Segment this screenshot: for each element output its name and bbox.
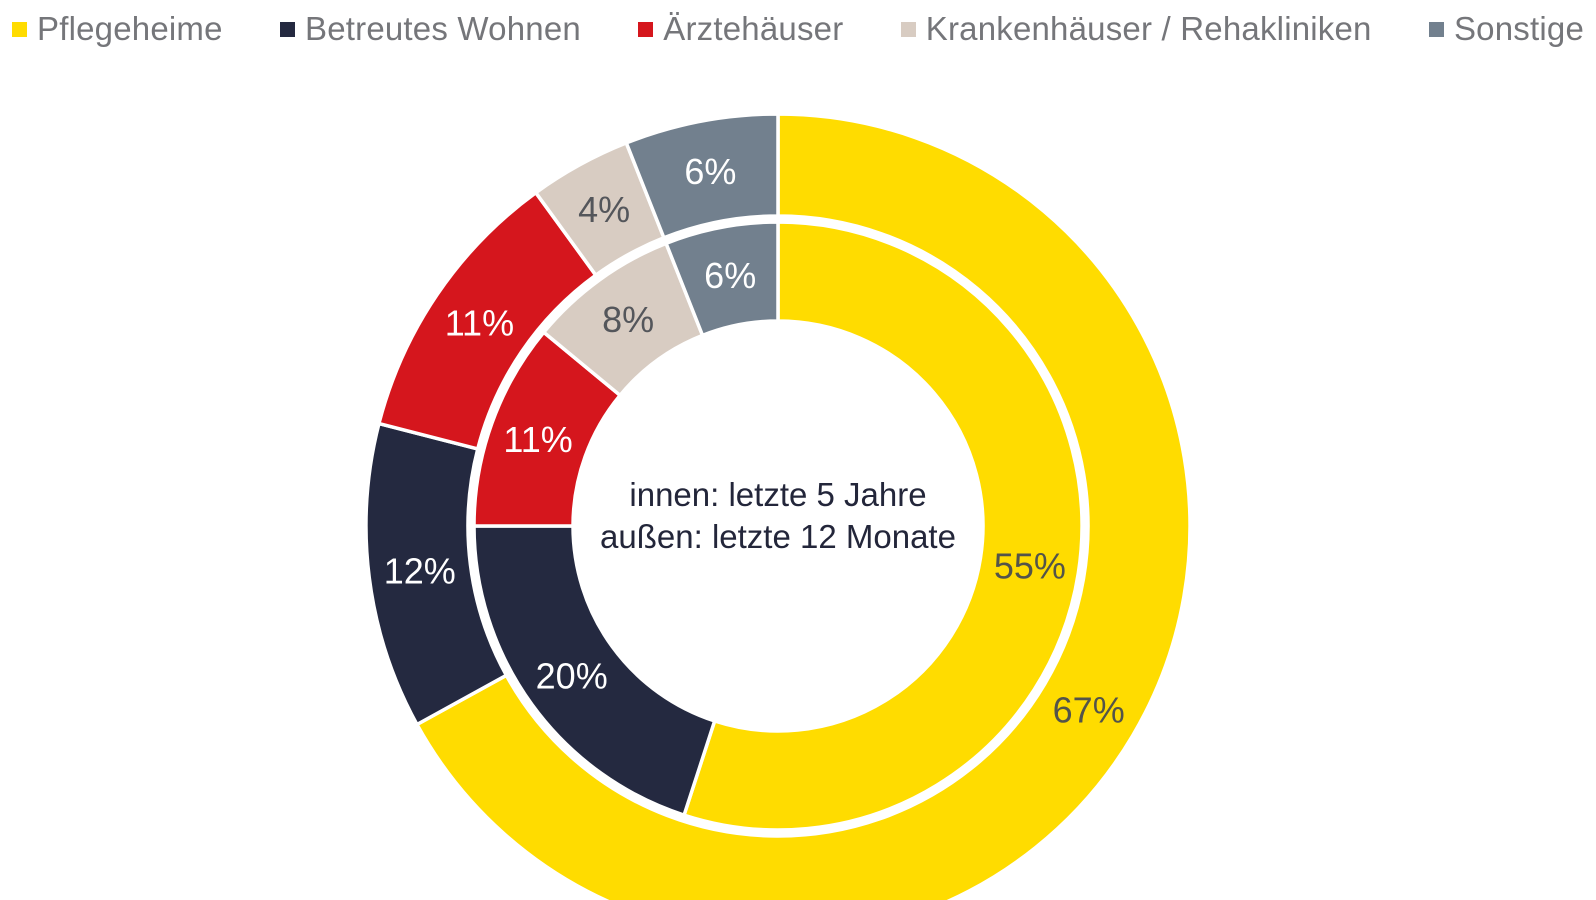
legend-swatch-icon [638,21,654,37]
center-caption-line-outer: außen: letzte 12 Monate [600,517,956,555]
value-label-inner-sonstige: 6% [704,255,756,296]
value-label-outer-krankenhäuser-rehakliniken: 4% [578,189,630,230]
value-label-inner-krankenhäuser-rehakliniken: 8% [602,299,654,340]
legend-item-sonstige: Sonstige [1428,10,1584,48]
legend-label: Sonstige [1453,10,1584,47]
legend-swatch-icon [12,21,27,37]
slice-inner-betreutes-wohnen [472,524,717,817]
value-label-inner-ärztehäuser: 11% [503,419,572,460]
value-label-outer-betreutes-wohnen: 12% [384,551,456,592]
legend-item-betreutes-wohnen: Betreutes Wohnen [280,10,581,48]
legend-item-pflegeheime: Pflegeheime [12,10,223,48]
legend-swatch-icon [900,21,916,37]
legend-swatch-icon [1428,21,1444,37]
chart-center-caption: innen: letzte 5 Jahre außen: letzte 12 M… [600,474,956,558]
legend-label: Betreutes Wohnen [305,10,581,47]
legend-label: Ärztehäuser [663,10,844,47]
slice-inner-pflegeheime [682,220,1084,832]
value-label-outer-pflegeheime: 67% [1053,689,1125,730]
value-label-outer-sonstige: 6% [684,151,736,192]
legend-label: Pflegeheime [37,10,223,47]
slice-outer-sonstige [624,112,780,240]
center-caption-line-inner: innen: letzte 5 Jahre [629,476,927,513]
value-label-inner-pflegeheime: 55% [994,545,1066,586]
value-label-inner-betreutes-wohnen: 20% [536,655,608,696]
slice-inner-sonstige [664,220,780,338]
legend-swatch-icon [280,21,295,37]
value-label-outer-ärztehäuser: 11% [445,303,514,344]
legend-item-krankenhaeuser-rehakliniken: Krankenhäuser / Rehakliniken [900,10,1372,48]
chart-legend: Pflegeheime Betreutes Wohnen Ärztehäuser… [0,10,1596,48]
legend-item-aerztehaeuser: Ärztehäuser [638,10,843,48]
slice-outer-pflegeheime [415,112,1192,900]
legend-label: Krankenhäuser / Rehakliniken [925,10,1372,47]
